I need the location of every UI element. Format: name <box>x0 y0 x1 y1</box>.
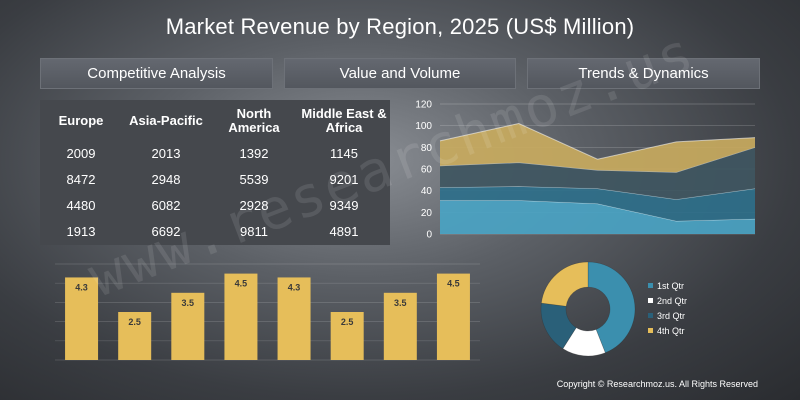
donut-slice <box>540 302 577 350</box>
bar-data-label: 4.5 <box>447 279 460 289</box>
legend-item: 4th Qtr <box>648 324 687 339</box>
header-europe: Europe <box>58 113 104 128</box>
stacked-area-chart: 0 20 40 60 80 100 120 <box>415 100 756 241</box>
table-header-row: Europe Asia-Pacific North America Middle… <box>40 100 390 140</box>
bar-data-label: 2.5 <box>341 317 354 327</box>
bar-data-label: 3.5 <box>394 298 407 308</box>
bar <box>383 292 417 360</box>
bar <box>65 277 99 360</box>
table-row: 2009 2013 1392 1145 <box>40 140 390 166</box>
table-cell: 2928 <box>239 197 269 213</box>
tab-value-and-volume[interactable]: Value and Volume <box>284 58 516 89</box>
table-row: 8472 2948 5539 9201 <box>40 166 390 192</box>
bar-data-label: 4.5 <box>235 279 248 289</box>
bar-chart: 4.3 2.5 3.5 4.5 4.3 2.5 3.5 4.5 <box>55 263 480 361</box>
area-y-tick-label: 0 <box>426 230 432 241</box>
area-y-tick-label: 80 <box>421 143 433 154</box>
bar <box>436 273 470 360</box>
table-cell: 9811 <box>240 223 268 239</box>
legend-label: 3rd Qtr <box>657 311 686 321</box>
header-middle-east-africa: Middle East & Africa <box>301 106 387 135</box>
donut-slice <box>541 261 589 307</box>
table-cell: 9349 <box>329 197 359 213</box>
table-cell: 1145 <box>330 145 358 161</box>
table-cell: 2013 <box>151 145 181 161</box>
header-north-america: North America <box>228 106 280 135</box>
bar <box>118 312 152 360</box>
area-series <box>440 186 755 221</box>
table-cell: 1913 <box>66 223 96 239</box>
area-y-tick-label: 20 <box>421 208 433 219</box>
legend-swatch <box>648 313 653 319</box>
table-cell: 6082 <box>151 197 181 213</box>
donut-slice <box>587 261 636 354</box>
area-y-tick-label: 40 <box>421 186 433 197</box>
bar <box>330 312 364 360</box>
table-row: 1913 6692 9811 4891 <box>40 218 390 244</box>
area-series <box>440 200 755 234</box>
bar-data-label: 4.3 <box>288 282 301 292</box>
bar-data-label: 4.3 <box>75 282 88 292</box>
tab-competitive-analysis[interactable]: Competitive Analysis <box>40 58 273 89</box>
copyright-text: Copyright © Researchmoz.us. All Rights R… <box>556 379 758 389</box>
table-cell: 6692 <box>151 223 181 239</box>
legend-label: 4th Qtr <box>657 326 685 336</box>
header-asia-pacific: Asia-Pacific <box>129 113 203 128</box>
area-y-tick-label: 100 <box>415 121 432 132</box>
bar-data-label: 3.5 <box>182 298 195 308</box>
legend-swatch <box>648 328 653 334</box>
table-cell: 2009 <box>66 145 96 161</box>
legend-item: 2nd Qtr <box>648 294 687 309</box>
bar <box>277 277 311 360</box>
table-row: 4480 6082 2928 9349 <box>40 192 390 218</box>
area-series-edge <box>439 122 756 160</box>
bar <box>171 292 205 360</box>
legend-swatch <box>648 298 653 304</box>
legend-item: 3rd Qtr <box>648 309 687 324</box>
legend-swatch <box>648 283 653 289</box>
table-cell: 9201 <box>329 171 359 187</box>
tab-trends-dynamics[interactable]: Trends & Dynamics <box>527 58 760 89</box>
table-cell: 2948 <box>151 171 181 187</box>
area-y-tick-label: 60 <box>421 165 433 176</box>
table-cell: 5539 <box>239 171 269 187</box>
table-cell: 1392 <box>239 145 269 161</box>
legend-item: 1st Qtr <box>648 279 687 294</box>
legend-label: 2nd Qtr <box>657 296 688 306</box>
area-series <box>440 147 755 200</box>
area-y-tick-label: 120 <box>415 100 432 111</box>
region-revenue-table: Europe Asia-Pacific North America Middle… <box>40 100 390 245</box>
bar-data-label: 2.5 <box>128 317 141 327</box>
donut-legend: 1st Qtr 2nd Qtr 3rd Qtr 4th Qtr <box>648 279 687 339</box>
bar <box>224 273 258 360</box>
table-cell: 4891 <box>329 223 359 239</box>
donut-chart <box>540 261 636 357</box>
table-cell: 4480 <box>66 197 96 213</box>
table-cell: 8472 <box>66 171 96 187</box>
page-title: Market Revenue by Region, 2025 (US$ Mill… <box>165 14 635 39</box>
area-series <box>440 123 755 173</box>
legend-label: 1st Qtr <box>657 281 685 291</box>
